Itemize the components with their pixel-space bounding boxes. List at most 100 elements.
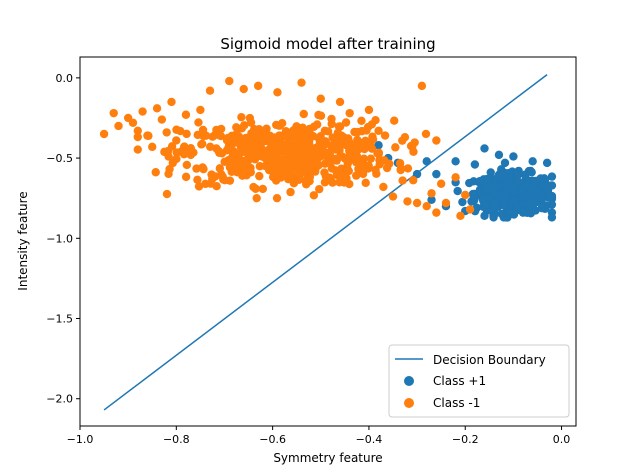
legend-label-class-plus1: Class +1 (433, 374, 486, 388)
scatter-point (331, 134, 341, 144)
scatter-point (133, 132, 142, 142)
scatter-point (388, 192, 398, 201)
scatter-point (292, 122, 301, 131)
scatter-point (470, 160, 480, 169)
x-tick-label: 0.0 (553, 433, 571, 446)
scatter-point (176, 147, 186, 156)
scatter-point (228, 152, 237, 162)
scatter-point (261, 148, 270, 157)
y-tick-label: −1.5 (46, 313, 73, 326)
scatter-point (234, 132, 244, 141)
scatter-point (547, 213, 557, 222)
scatter-point (301, 176, 310, 186)
series-class-plus1 (374, 141, 557, 222)
scatter-point (432, 136, 441, 145)
x-tick-label: −0.4 (356, 433, 383, 446)
scatter-point (308, 132, 318, 141)
scatter-point (258, 184, 267, 194)
scatter-point (162, 128, 171, 137)
scatter-point (341, 118, 351, 127)
scatter-point (400, 133, 410, 142)
x-tick-label: −0.2 (452, 433, 479, 446)
scatter-point (494, 172, 503, 181)
scatter-point (366, 154, 376, 163)
y-tick-label: −1.0 (46, 232, 73, 245)
scatter-point (339, 133, 349, 142)
scatter-point (133, 126, 142, 135)
scatter-point (167, 97, 176, 107)
scatter-point (128, 118, 138, 127)
scatter-point (249, 182, 258, 192)
scatter-point (441, 198, 451, 208)
scatter-point (199, 131, 208, 141)
scatter-point (432, 208, 441, 217)
scatter-point (396, 165, 405, 175)
scatter-point (303, 126, 312, 135)
scatter-point (375, 160, 384, 169)
scatter-point (480, 144, 489, 153)
scatter-point (99, 129, 109, 139)
y-axis-label: Intensity feature (16, 191, 30, 290)
scatter-point (422, 202, 431, 211)
scatter-point (412, 198, 422, 208)
scatter-point (403, 197, 412, 206)
scatter-point (363, 122, 373, 132)
scatter-point (163, 146, 173, 156)
legend-marker-class-minus1 (404, 398, 414, 408)
axes-frame (79, 56, 577, 427)
scatter-point (164, 169, 173, 179)
scatter-point (133, 145, 142, 154)
scatter-point (499, 213, 508, 222)
scatter-point (465, 205, 475, 214)
scatter-point (239, 84, 248, 94)
scatter-point (181, 110, 191, 119)
legend-label-boundary: Decision Boundary (433, 353, 546, 367)
y-tick-label: −2.0 (46, 393, 73, 406)
scatter-point (456, 211, 465, 221)
scatter-point (162, 189, 172, 199)
scatter-point (211, 172, 220, 181)
scatter-point (205, 86, 215, 95)
scatter-point (138, 107, 147, 116)
scatter-point (109, 108, 118, 118)
scatter-point (182, 129, 191, 139)
scatter-point (493, 183, 503, 192)
scatter-point (316, 111, 326, 120)
scatter-point (250, 141, 259, 151)
scatter-point (237, 124, 247, 133)
scatter-point (143, 131, 152, 140)
scatter-point (335, 97, 345, 107)
scatter-point (148, 142, 157, 152)
scatter-point (193, 175, 202, 185)
scatter-point (272, 193, 282, 203)
scatter-point (367, 144, 377, 153)
scatter-point (305, 162, 314, 171)
scatter-point (407, 142, 417, 152)
scatter-point (372, 169, 381, 178)
scatter-point (510, 187, 519, 197)
scatter-point (201, 179, 210, 189)
scatter-point (339, 178, 349, 187)
scatter-point (168, 158, 178, 168)
scatter-point (297, 78, 306, 87)
scatter-point (271, 173, 280, 182)
y-tick-label: 0.0 (56, 72, 74, 85)
scatter-point (198, 163, 207, 172)
scatter-point (327, 119, 336, 129)
x-tick-label: −1.0 (67, 433, 94, 446)
scatter-point (526, 192, 535, 201)
scatter-point (320, 126, 330, 136)
scatter-point (427, 189, 436, 198)
scatter-point (227, 131, 237, 140)
scatter-point (422, 157, 431, 166)
scatter-point (320, 159, 330, 168)
scatter-point (403, 164, 413, 173)
scatter-point (357, 116, 366, 125)
series-class-minus1 (99, 76, 475, 221)
scatter-point (216, 131, 226, 141)
scatter-point (218, 172, 227, 181)
scatter-point (216, 124, 226, 134)
scatter-point (246, 163, 255, 173)
scatter-point (510, 196, 519, 205)
scatter-point (335, 152, 345, 161)
